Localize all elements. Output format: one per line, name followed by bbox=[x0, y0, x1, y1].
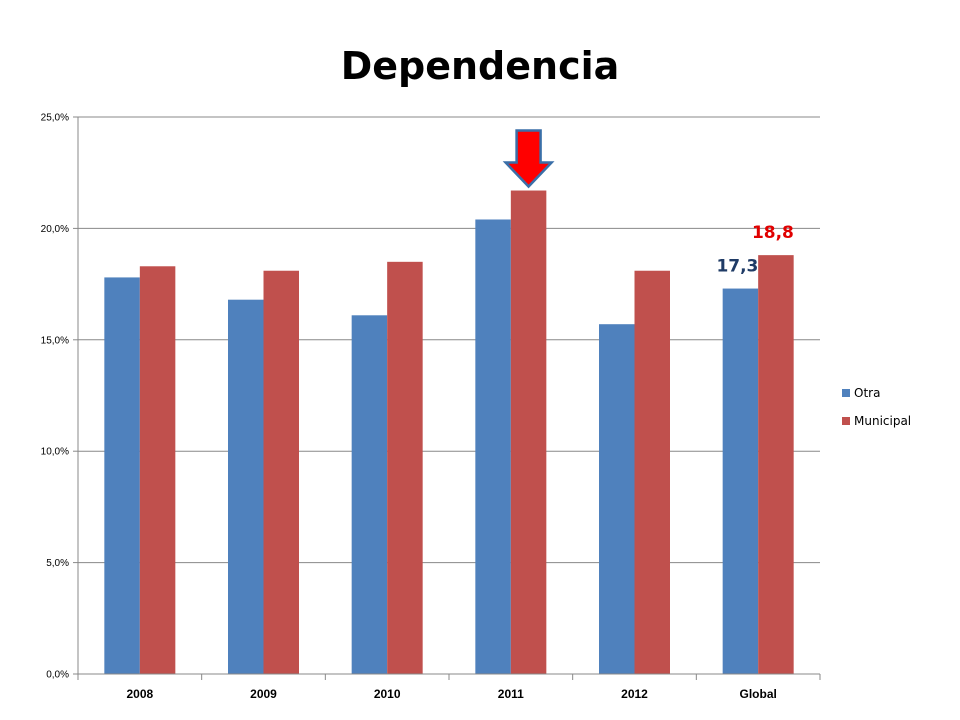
x-tick-label: 2012 bbox=[621, 687, 648, 701]
bar-municipal-global bbox=[758, 255, 794, 675]
bar-municipal-2011 bbox=[510, 190, 547, 675]
bars bbox=[104, 190, 794, 675]
down-arrow-icon bbox=[502, 129, 555, 189]
bar-otra-2012 bbox=[599, 324, 635, 674]
bar-municipal-2008 bbox=[139, 266, 176, 674]
legend-swatch-otra bbox=[842, 389, 850, 397]
legend-label-otra: Otra bbox=[854, 386, 880, 400]
gridlines bbox=[78, 116, 820, 675]
axes: 0,0% 5,0% 10,0% 15,0% 20,0% 25,0% 2008 2009 2010… bbox=[41, 113, 821, 701]
chart-title: Dependencia bbox=[340, 44, 620, 88]
bar-municipal-2009 bbox=[263, 270, 299, 674]
y-tick-label: 5,0% bbox=[46, 558, 69, 569]
legend-label-municipal: Municipal bbox=[854, 414, 911, 428]
y-tick-label: 0,0% bbox=[46, 670, 69, 681]
legend-swatch-municipal bbox=[842, 417, 850, 425]
bar-otra-2008 bbox=[104, 277, 140, 674]
x-tick-label: 2008 bbox=[126, 687, 153, 701]
data-labels: 17,3 18,8 bbox=[716, 223, 793, 276]
bar-otra-2010 bbox=[351, 315, 388, 674]
bar-municipal-2012 bbox=[634, 270, 670, 674]
legend: Otra Municipal bbox=[842, 386, 911, 428]
x-tick-label: 2010 bbox=[374, 687, 401, 701]
y-tick-label: 20,0% bbox=[41, 224, 69, 235]
x-tick-label: 2009 bbox=[250, 687, 277, 701]
y-tick-label: 25,0% bbox=[41, 113, 69, 124]
bar-municipal-2010 bbox=[387, 261, 423, 674]
bar-otra-2009 bbox=[228, 299, 264, 674]
data-label-otra: 17,3 bbox=[716, 257, 758, 277]
x-tick-label: Global bbox=[739, 687, 776, 701]
annotations bbox=[502, 129, 555, 189]
bar-otra-2011 bbox=[475, 219, 511, 674]
y-tick-label: 10,0% bbox=[41, 447, 69, 458]
bar-otra-global bbox=[722, 288, 759, 674]
x-tick-label: 2011 bbox=[498, 687, 524, 701]
data-label-municipal: 18,8 bbox=[752, 223, 794, 243]
y-tick-label: 15,0% bbox=[41, 335, 69, 346]
